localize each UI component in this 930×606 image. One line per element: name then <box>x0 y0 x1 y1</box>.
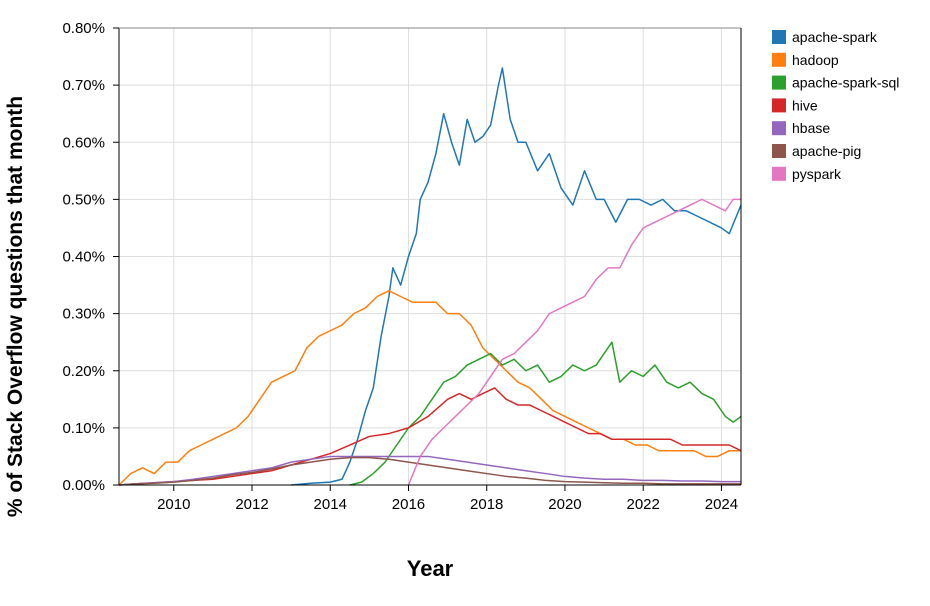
legend-item-apache-spark-sql: apache-spark-sql <box>772 75 899 91</box>
grid <box>119 27 741 486</box>
legend-swatch <box>772 144 786 158</box>
series-layer <box>118 67 742 486</box>
y-tick-label: 0.40% <box>62 249 105 266</box>
x-axis-title: Year <box>407 556 454 581</box>
x-tick-label: 2022 <box>627 496 660 513</box>
legend-swatch <box>772 121 786 136</box>
series-line-pyspark <box>407 198 741 486</box>
y-tick-label: 0.60% <box>62 134 105 151</box>
legend-label: hbase <box>792 120 830 136</box>
legend-swatch <box>772 52 786 67</box>
series-line-hbase <box>118 455 741 486</box>
y-tick-label: 0.50% <box>62 191 105 208</box>
y-tick-label: 0.80% <box>62 20 105 37</box>
x-tick-label: 2024 <box>705 496 738 513</box>
series-line-apache-spark-sql <box>349 341 742 486</box>
series-line-hive <box>118 387 742 486</box>
y-tick-label: 0.00% <box>62 477 105 494</box>
legend-swatch <box>772 75 786 90</box>
legend-label: apache-pig <box>792 143 861 159</box>
legend-label: apache-spark <box>792 29 878 45</box>
series-line-hadoop <box>118 290 741 486</box>
legend-item-apache-spark: apache-spark <box>772 29 878 45</box>
series-line-apache-pig <box>118 456 741 486</box>
legend-item-hbase: hbase <box>772 120 830 136</box>
y-tick-label: 0.70% <box>62 77 105 94</box>
legend-item-apache-pig: apache-pig <box>772 143 861 159</box>
x-tick-label: 2012 <box>235 496 268 513</box>
legend-swatch <box>772 166 786 181</box>
legend-swatch <box>772 30 786 44</box>
y-axis-title: % of Stack Overflow questions that month <box>4 96 27 517</box>
legend-swatch <box>772 98 786 113</box>
legend-label: hive <box>792 97 818 113</box>
legend-label: apache-spark-sql <box>792 75 899 91</box>
legend: apache-spark hadoop apache-spark-sql hive hb… <box>772 29 899 182</box>
series-line-apache-spark <box>291 67 742 486</box>
legend-item-hadoop: hadoop <box>772 52 839 68</box>
x-tick-label: 2020 <box>548 496 581 513</box>
legend-item-hive: hive <box>772 97 818 113</box>
y-tick-label: 0.20% <box>62 363 105 380</box>
legend-label: hadoop <box>792 52 839 68</box>
x-tick-label: 2010 <box>157 496 190 513</box>
y-tick-label: 0.10% <box>62 420 105 437</box>
x-tick-label: 2018 <box>470 496 503 513</box>
legend-item-pyspark: pyspark <box>772 166 842 182</box>
y-tick-label: 0.30% <box>62 306 105 323</box>
x-tick-label: 2016 <box>392 496 425 513</box>
x-tick-label: 2014 <box>314 496 347 513</box>
axes: 2010 2012 2014 2016 2018 2020 2022 2024 0.00% 0.1… <box>62 20 742 513</box>
legend-label: pyspark <box>792 166 842 182</box>
